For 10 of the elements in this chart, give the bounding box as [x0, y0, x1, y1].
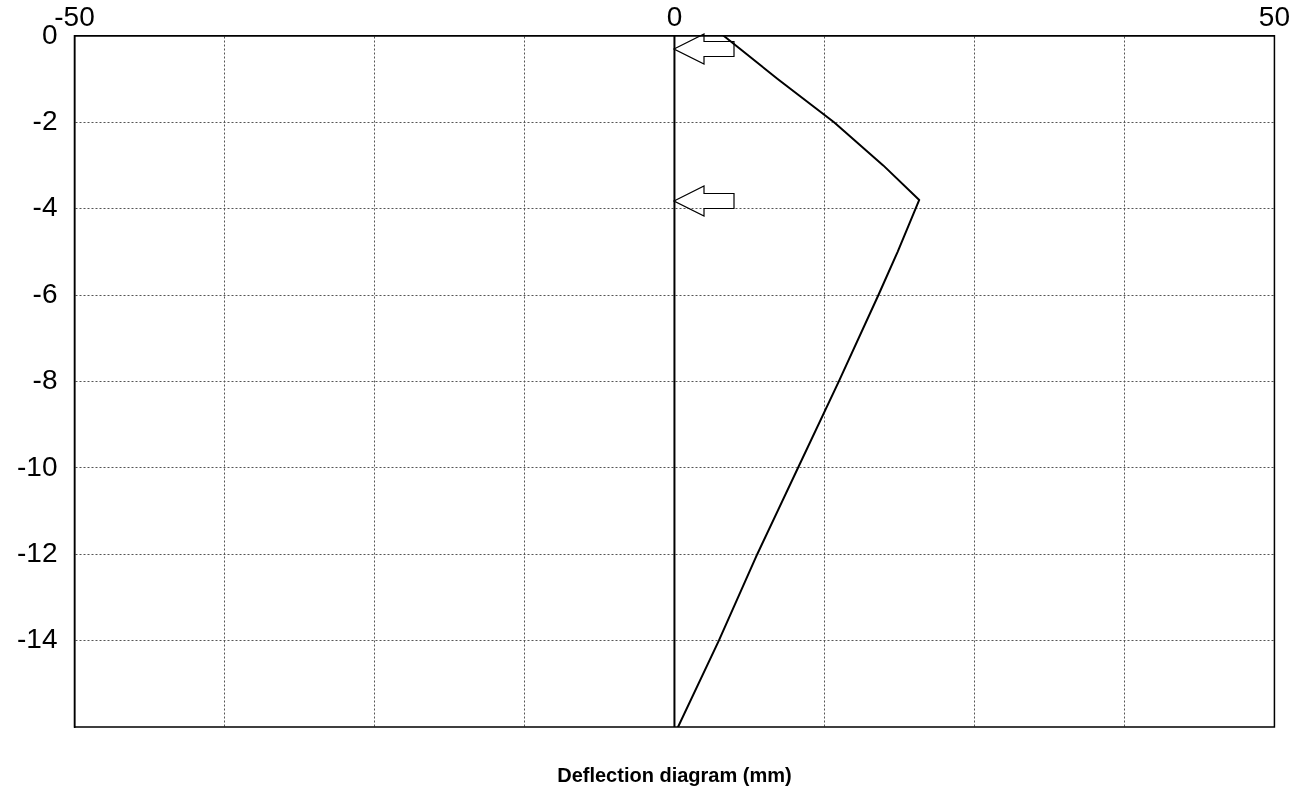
y-tick-label: -2: [32, 104, 58, 136]
x-axis-title: Deflection diagram (mm): [557, 763, 792, 786]
y-tick-label: -4: [32, 191, 58, 223]
y-tick-label: -6: [32, 277, 58, 309]
x-tick-label: 50: [1258, 1, 1291, 33]
y-tick-label: -8: [32, 364, 58, 396]
y-tick-label: -10: [17, 450, 58, 482]
y-tick-label: -14: [17, 623, 58, 655]
y-tick-label: -12: [17, 536, 58, 568]
x-tick-label: 0: [666, 1, 683, 33]
